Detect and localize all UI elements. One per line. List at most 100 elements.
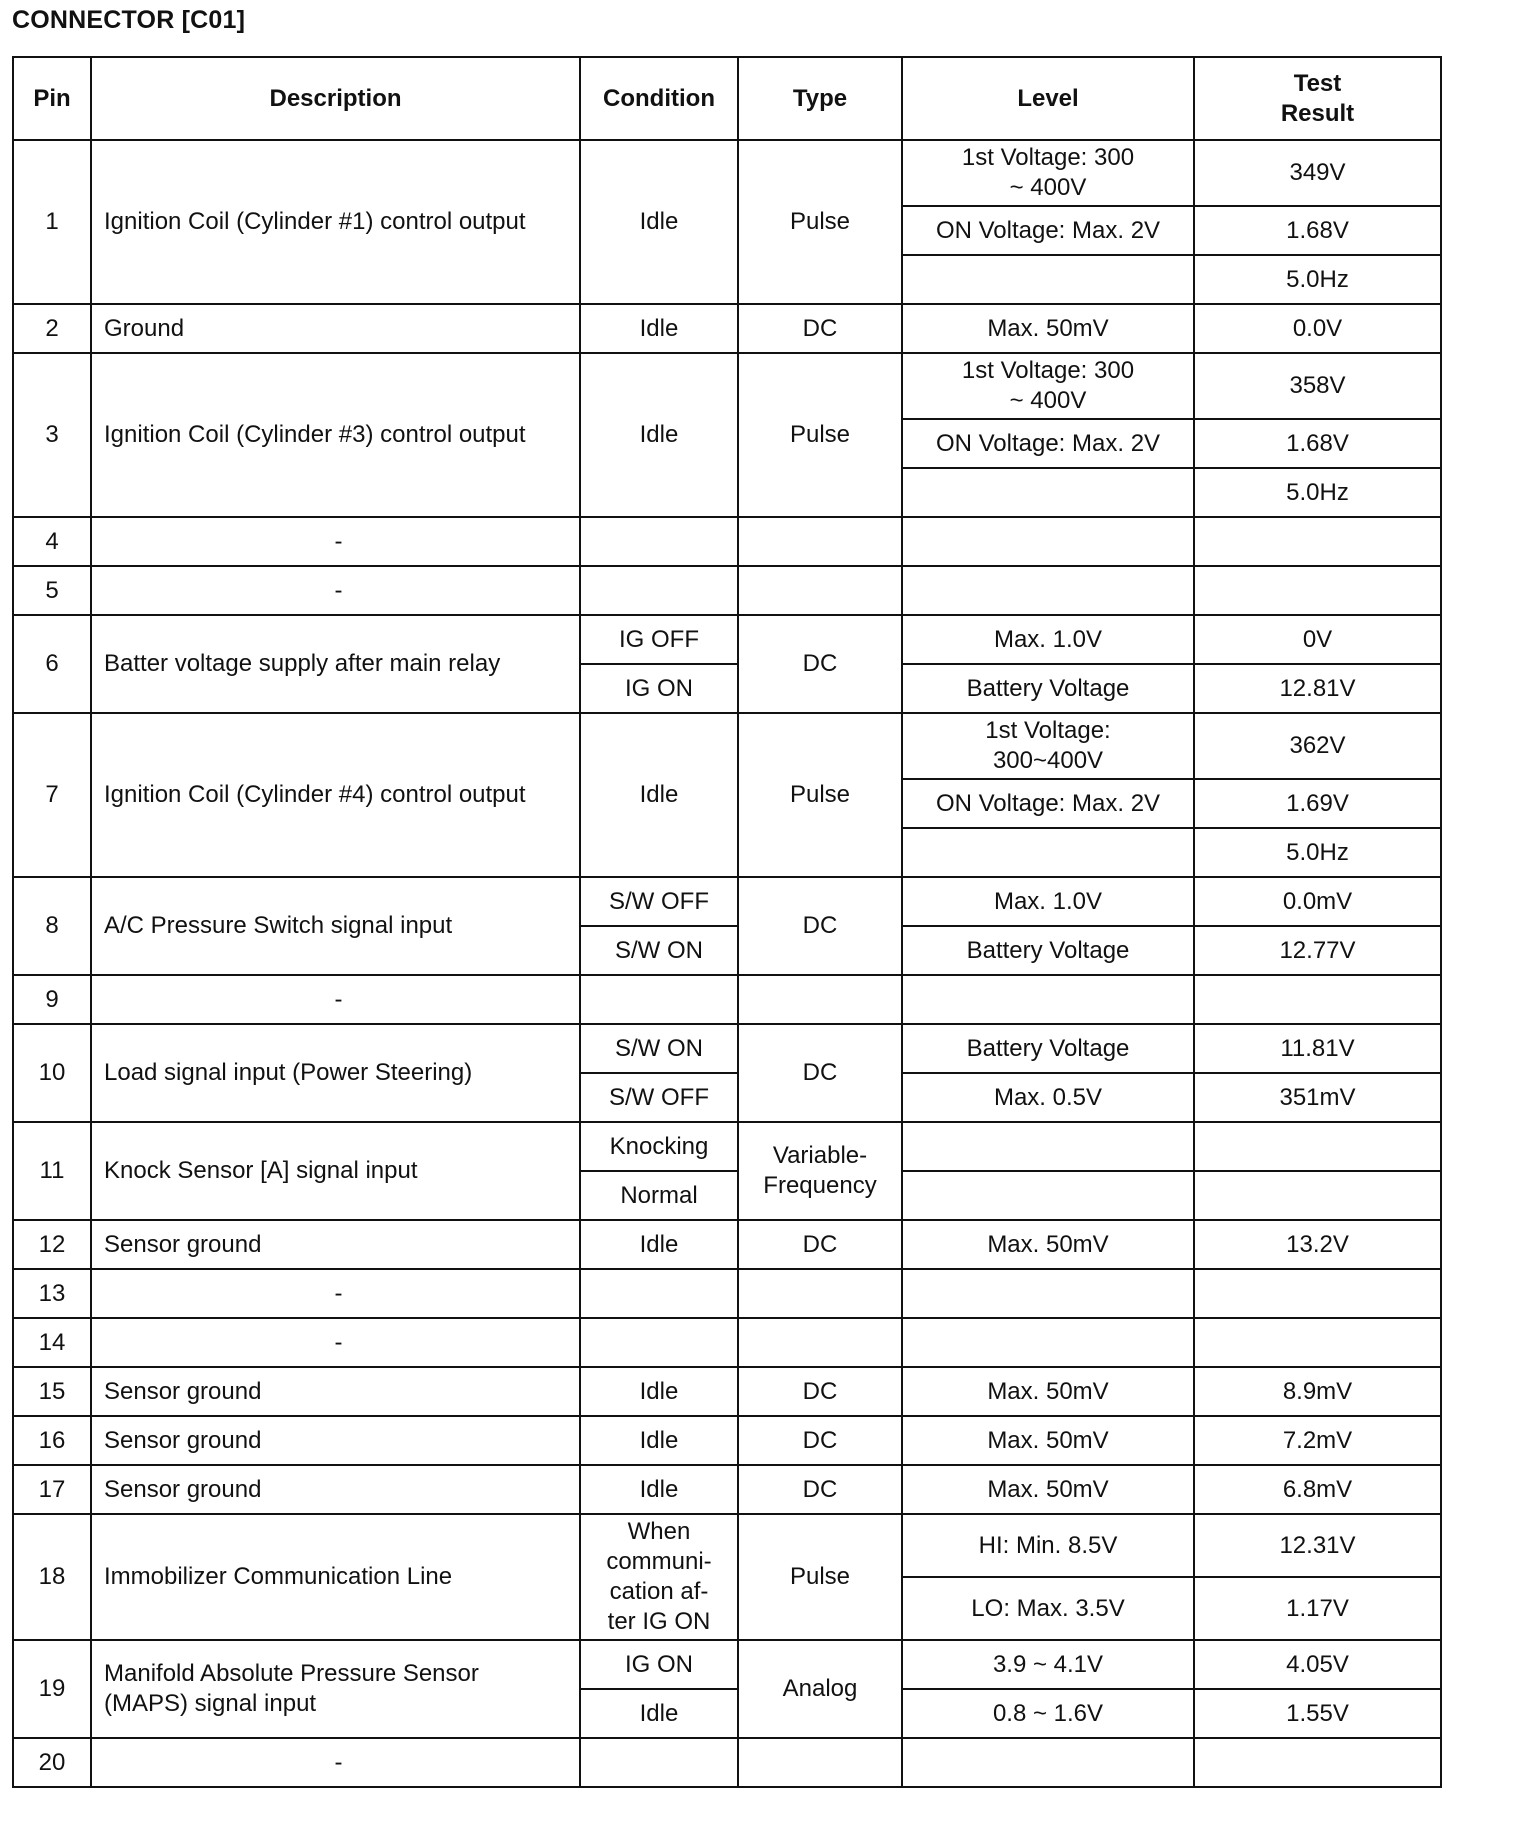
table-row: 1 Ignition Coil (Cylinder #1) control out…: [12, 139, 1442, 305]
result-cell: 6.8mV: [1193, 1464, 1442, 1515]
description-cell: Knock Sensor [A] signal input: [90, 1121, 581, 1221]
result-cell: 351mV: [1193, 1072, 1442, 1123]
result-cell: 5.0Hz: [1193, 827, 1442, 878]
level-cell: Battery Voltage: [901, 1023, 1195, 1074]
table-row: 16 Sensor ground Idle DC Max. 50mV 7.2mV: [12, 1415, 1442, 1466]
result-cell: [1193, 974, 1442, 1025]
result-cell: 7.2mV: [1193, 1415, 1442, 1466]
table-row: 5-: [12, 565, 1442, 616]
level-cell: Max. 0.5V: [901, 1072, 1195, 1123]
pin-cell: 12: [12, 1219, 92, 1270]
level-cell: ON Voltage: Max. 2V: [901, 778, 1195, 829]
level-cell: Max. 1.0V: [901, 614, 1195, 665]
type-cell: Pulse: [737, 352, 903, 518]
condition-cell: S/W ON: [579, 1023, 739, 1074]
result-cell: 0.0mV: [1193, 876, 1442, 927]
condition-cell: S/W OFF: [579, 1072, 739, 1123]
table-row: 3 Ignition Coil (Cylinder #3) control out…: [12, 352, 1442, 518]
condition-cell: Idle: [579, 1688, 739, 1739]
description-cell: Sensor ground: [90, 1415, 581, 1466]
table-row: 7 Ignition Coil (Cylinder #4) control out…: [12, 712, 1442, 878]
level-cell: [901, 1268, 1195, 1319]
description-cell: Load signal input (Power Steering): [90, 1023, 581, 1123]
level-cell: [901, 1737, 1195, 1788]
condition-cell: Idle: [579, 712, 739, 878]
result-cell: [1193, 565, 1442, 616]
level-cell: 1st Voltage: 300 ~ 400V: [901, 139, 1195, 207]
description-cell: Ignition Coil (Cylinder #1) control outp…: [90, 139, 581, 305]
condition-cell: [579, 974, 739, 1025]
pin-cell: 8: [12, 876, 92, 976]
table-row: 17 Sensor ground Idle DC Max. 50mV 6.8mV: [12, 1464, 1442, 1515]
level-cell: [901, 467, 1195, 518]
pin-cell: 4: [12, 516, 92, 567]
level-cell: Max. 50mV: [901, 1219, 1195, 1270]
condition-cell: Idle: [579, 352, 739, 518]
result-cell: 5.0Hz: [1193, 467, 1442, 518]
result-cell: [1193, 516, 1442, 567]
condition-cell: Normal: [579, 1170, 739, 1221]
condition-cell: Idle: [579, 1464, 739, 1515]
level-cell: Max. 50mV: [901, 1415, 1195, 1466]
table-row: LO: Max. 3.5V 1.17V: [13, 1576, 1442, 1641]
result-cell: 4.05V: [1193, 1639, 1442, 1690]
type-cell: Pulse: [737, 712, 903, 878]
result-cell: [1193, 1737, 1442, 1788]
condition-cell: Idle: [579, 139, 739, 305]
type-cell: DC: [737, 876, 903, 976]
table-row: 2 Ground Idle DC Max. 50mV 0.0V: [12, 303, 1442, 354]
pin-cell: 10: [12, 1023, 92, 1123]
pin-cell: 2: [12, 303, 92, 354]
type-cell: [737, 1737, 903, 1788]
level-cell: 1st Voltage: 300 ~ 400V: [901, 352, 1195, 420]
level-cell: [901, 1121, 1195, 1172]
result-cell: 1.68V: [1193, 418, 1442, 469]
description-cell: Batter voltage supply after main relay: [90, 614, 581, 714]
table-row: 5.0Hz: [13, 254, 1442, 305]
header-pin: Pin: [12, 56, 92, 141]
table-row: 15 Sensor ground Idle DC Max. 50mV 8.9mV: [12, 1366, 1442, 1417]
description-cell: -: [90, 1737, 581, 1788]
result-cell: 1.55V: [1193, 1688, 1442, 1739]
type-cell: Pulse: [737, 1513, 903, 1641]
result-cell: 0.0V: [1193, 303, 1442, 354]
level-cell: ON Voltage: Max. 2V: [901, 418, 1195, 469]
result-cell: 12.31V: [1193, 1513, 1442, 1578]
description-cell: -: [90, 1268, 581, 1319]
table-row: 12 Sensor ground Idle DC Max. 50mV 13.2V: [12, 1219, 1442, 1270]
result-cell: 8.9mV: [1193, 1366, 1442, 1417]
table-row: Normal: [13, 1170, 1442, 1221]
level-cell: [901, 516, 1195, 567]
level-cell: Max. 50mV: [901, 1366, 1195, 1417]
result-cell: 1.69V: [1193, 778, 1442, 829]
pin-cell: 20: [12, 1737, 92, 1788]
result-cell: [1193, 1170, 1442, 1221]
table-row: S/W ON Battery Voltage 12.77V: [13, 925, 1442, 976]
result-cell: 362V: [1193, 712, 1442, 780]
type-cell: DC: [737, 614, 903, 714]
pin-cell: 3: [12, 352, 92, 518]
table-row: ON Voltage: Max. 2V 1.68V: [13, 418, 1442, 469]
connector-title: CONNECTOR [C01]: [12, 6, 246, 34]
header-level: Level: [901, 56, 1195, 141]
level-cell: ON Voltage: Max. 2V: [901, 205, 1195, 256]
level-cell: LO: Max. 3.5V: [901, 1576, 1195, 1641]
table-row: 9-: [12, 974, 1442, 1025]
table-row: 10 Load signal input (Power Steering) S/W …: [12, 1023, 1442, 1123]
header-row: Pin Description Condition Type Level Tes…: [12, 56, 1442, 141]
header-condition: Condition: [579, 56, 739, 141]
level-cell: Battery Voltage: [901, 925, 1195, 976]
type-cell: Analog: [737, 1639, 903, 1739]
description-cell: Sensor ground: [90, 1366, 581, 1417]
table-row: 13-: [12, 1268, 1442, 1319]
pin-cell: 5: [12, 565, 92, 616]
table-row: 20-: [12, 1737, 1442, 1788]
type-cell: [737, 1268, 903, 1319]
description-cell: -: [90, 974, 581, 1025]
level-cell: Max. 50mV: [901, 1464, 1195, 1515]
description-cell: Ignition Coil (Cylinder #4) control outp…: [90, 712, 581, 878]
condition-cell: S/W ON: [579, 925, 739, 976]
header-test-result: Test Result: [1193, 56, 1442, 141]
pin-cell: 11: [12, 1121, 92, 1221]
condition-cell: S/W OFF: [579, 876, 739, 927]
